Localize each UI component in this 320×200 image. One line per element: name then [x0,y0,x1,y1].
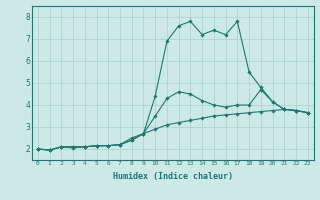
X-axis label: Humidex (Indice chaleur): Humidex (Indice chaleur) [113,172,233,181]
